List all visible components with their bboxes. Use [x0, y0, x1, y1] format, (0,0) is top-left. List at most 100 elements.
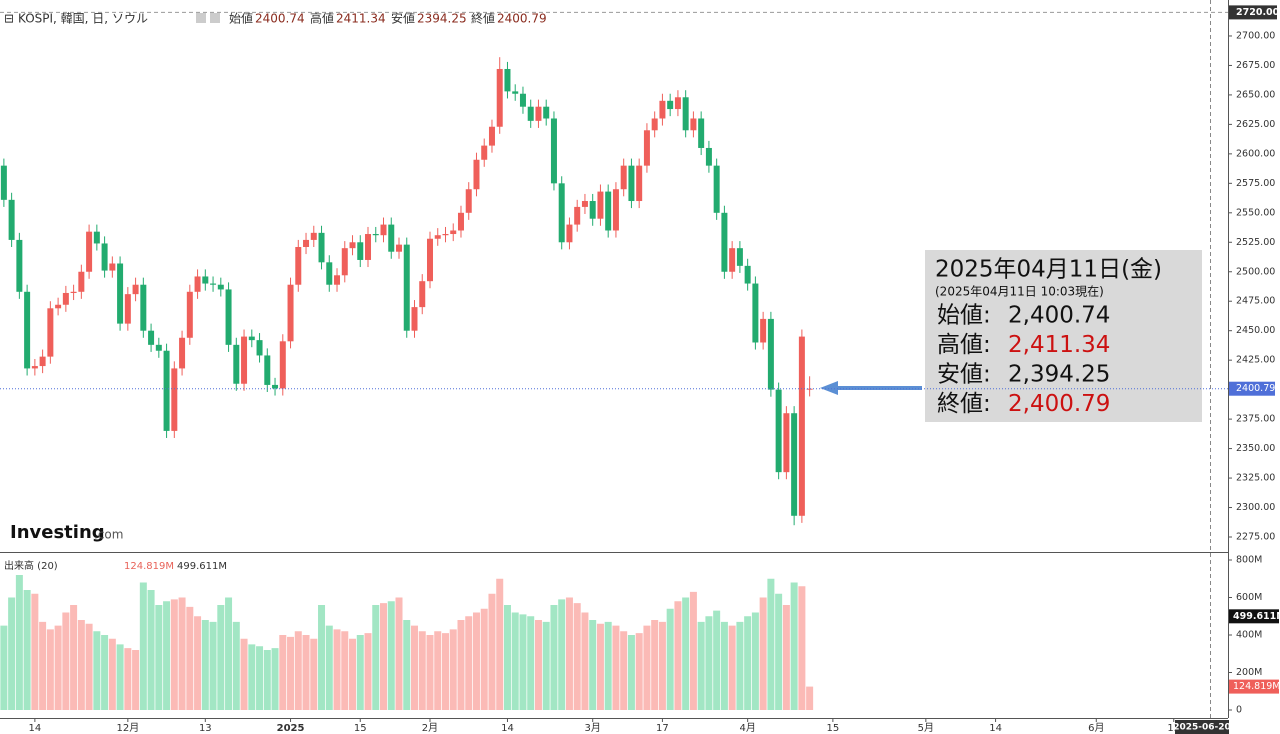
volume-bar [310, 638, 318, 710]
candle-body [558, 183, 565, 243]
volume-bar [85, 623, 93, 710]
volume-bar [728, 625, 736, 710]
volume-bar [744, 616, 752, 710]
candle-body [31, 366, 38, 369]
candle-body [434, 235, 441, 239]
candle-body [465, 189, 472, 213]
volume-bar [341, 631, 349, 710]
y-tick-label: 2550.00 [1236, 207, 1275, 218]
volume-bar [318, 605, 326, 710]
volume-bar [480, 608, 488, 710]
volume-bar [201, 620, 209, 710]
candle-body [62, 292, 69, 305]
volume-bar [565, 597, 573, 710]
candle-body [334, 275, 341, 285]
candle-body [535, 106, 542, 121]
candle-body [171, 368, 178, 431]
volume-bar [472, 612, 480, 710]
candle-body [651, 118, 658, 131]
volume-bar [240, 638, 248, 710]
volume-bar [101, 635, 109, 710]
volume-bar [356, 635, 364, 710]
candle-body [426, 238, 433, 282]
y-tick-label: 2275.00 [1236, 532, 1275, 543]
candle-body [419, 281, 426, 308]
candle-body [612, 189, 619, 231]
volume-bar [767, 578, 775, 710]
volume-bar [604, 621, 612, 710]
x-tick-label: 12月 [116, 722, 139, 734]
volume-bar [434, 631, 442, 710]
candle-body [682, 97, 689, 131]
volume-bar [39, 621, 47, 710]
volume-bar [651, 620, 659, 710]
candle-body [264, 355, 271, 385]
volume-bar [170, 599, 178, 710]
volume-bar [31, 593, 39, 710]
high-label: 高値 [310, 11, 334, 26]
volume-bar [550, 605, 558, 710]
candle-body [775, 389, 782, 473]
candle-body [117, 263, 124, 324]
candle-body [729, 248, 736, 272]
volume-bar [410, 625, 418, 710]
info-box [925, 250, 1202, 422]
volume-bar [70, 605, 78, 710]
candle-body [442, 234, 449, 236]
volume-bar [155, 605, 163, 710]
candle-body [8, 199, 15, 240]
volume-bar [62, 612, 70, 710]
volume-bar [449, 629, 457, 710]
candle-body [589, 201, 596, 219]
candle-body [527, 106, 534, 121]
volume-bar [387, 601, 395, 710]
candle-body [667, 100, 674, 110]
candle-body [566, 224, 573, 243]
volume-bar [163, 601, 171, 710]
volume-bar [178, 597, 186, 710]
info-label: 高値: [937, 332, 991, 358]
high-value: 2411.34 [336, 12, 386, 26]
y-tick-label: 2325.00 [1236, 473, 1275, 484]
y-tick-label: 0 [1236, 705, 1242, 716]
x-tick-label: 3月 [585, 722, 601, 734]
candle-body [341, 248, 348, 276]
candle-body [581, 201, 588, 207]
volume-bar [496, 578, 504, 710]
candle-body [628, 165, 635, 202]
x-tick-label: 13 [1167, 723, 1180, 734]
candle-body [124, 294, 131, 324]
open-label: 始値 [229, 11, 253, 26]
candle-body [767, 318, 774, 390]
candle-body [791, 413, 798, 516]
candle-body [396, 244, 403, 252]
volume-bar [287, 636, 295, 710]
x-tick-label: 4月 [739, 722, 755, 734]
candle-body [78, 271, 85, 292]
x-tick-label: 15 [354, 723, 367, 734]
candle-body [217, 284, 224, 290]
candle-body [674, 97, 681, 110]
y-tick-label: 2675.00 [1236, 60, 1275, 71]
candle-body [155, 344, 162, 351]
volume-bar [302, 635, 310, 710]
volume-bar [93, 631, 101, 710]
volume-bar [581, 612, 589, 710]
volume-bar [682, 597, 690, 710]
candle-body [512, 91, 519, 94]
candle-body [806, 388, 813, 390]
low-label: 安値 [391, 11, 415, 26]
volume-bar [527, 616, 535, 710]
candle-body [705, 147, 712, 166]
candle-body [140, 284, 147, 331]
volume-bar [116, 644, 124, 710]
info-date: 2025年04月11日(金) [935, 257, 1162, 283]
volume-bar [248, 644, 256, 710]
candle-body [310, 232, 317, 240]
symbol: ⊟ [4, 12, 14, 26]
candle-body [47, 308, 54, 357]
candle-body [365, 234, 372, 260]
candle-body [101, 243, 108, 271]
volume-bar [209, 621, 217, 710]
